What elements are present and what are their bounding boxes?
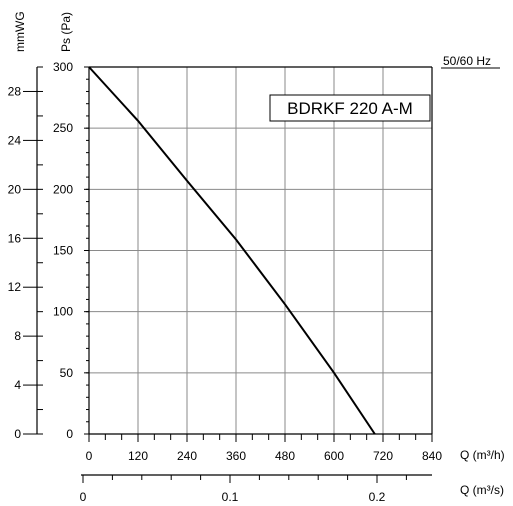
model-label: BDRKF 220 A-M — [287, 99, 413, 118]
mmwg-tick-label: 0 — [14, 427, 21, 441]
mmwg-tick-label: 16 — [8, 231, 22, 245]
m3h-tick-label: 360 — [226, 449, 246, 463]
m3h-tick-label: 0 — [86, 449, 93, 463]
mmwg-axis-ticks: 0 4 8 12 16 20 24 28 — [8, 66, 43, 441]
mmwg-tick-label: 12 — [8, 280, 22, 294]
pa-tick-label: 0 — [66, 427, 73, 441]
mmwg-tick-label: 24 — [8, 133, 22, 147]
mmwg-axis-title: mmWG — [13, 11, 27, 52]
x-axis-title-m3h: Q (m³/h) — [460, 448, 505, 462]
m3s-tick-label: 0.1 — [222, 490, 239, 504]
m3h-tick-label: 240 — [177, 449, 197, 463]
pa-tick-label: 50 — [60, 366, 74, 380]
pa-tick-label: 100 — [53, 305, 73, 319]
m3h-tick-label: 480 — [275, 449, 295, 463]
m3h-axis-ticks: 0 120 240 360 480 600 720 840 — [86, 434, 442, 463]
pa-tick-label: 200 — [53, 182, 73, 196]
frequency-label: 50/60 Hz — [443, 54, 491, 68]
mmwg-tick-label: 20 — [8, 182, 22, 196]
m3s-tick-label: 0 — [80, 490, 87, 504]
m3s-axis-ticks: 0 0.1 0.2 — [80, 474, 432, 504]
m3h-tick-label: 120 — [128, 449, 148, 463]
pa-axis-ticks: 0 50 100 150 200 250 300 — [53, 60, 89, 441]
grid — [88, 66, 433, 435]
series-group — [88, 66, 376, 435]
x-axis-title-m3s: Q (m³/s) — [460, 483, 504, 497]
pa-tick-label: 150 — [53, 244, 73, 258]
pa-axis-title: Ps (Pa) — [59, 12, 73, 52]
mmwg-tick-label: 28 — [8, 84, 22, 98]
fan-curve-line — [88, 66, 376, 435]
m3h-tick-label: 840 — [422, 449, 442, 463]
m3h-tick-label: 720 — [373, 449, 393, 463]
m3h-tick-label: 600 — [324, 449, 344, 463]
model-label-box — [269, 94, 431, 122]
m3s-tick-label: 0.2 — [369, 490, 386, 504]
mmwg-tick-label: 8 — [14, 329, 21, 343]
pa-tick-label: 300 — [53, 60, 73, 74]
mmwg-tick-label: 4 — [14, 378, 21, 392]
pa-tick-label: 250 — [53, 121, 73, 135]
